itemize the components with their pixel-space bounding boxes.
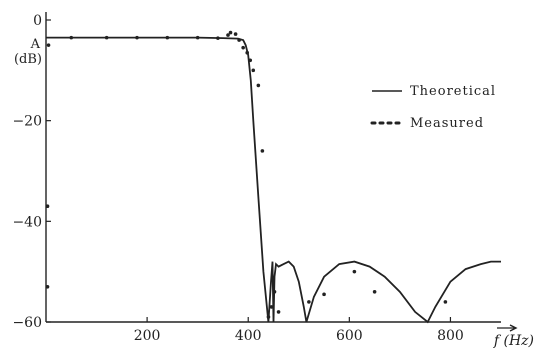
tick-marks (46, 19, 452, 323)
data-point-measured (307, 300, 311, 304)
data-point-measured (237, 38, 241, 42)
data-point-measured (165, 35, 170, 40)
data-point-measured (228, 30, 233, 35)
x-tick-label: 800 (437, 328, 464, 344)
data-point-measured (241, 45, 245, 50)
data-point-measured (269, 305, 274, 309)
data-point-measured (69, 35, 74, 40)
data-point-measured (245, 50, 250, 55)
x-tick-label: 200 (134, 328, 161, 344)
data-point-measured (226, 33, 230, 37)
data-point-measured (195, 35, 200, 40)
data-point-measured (443, 300, 448, 304)
y-axis-label-line2: (dB) (14, 52, 42, 67)
x-tick-label: 400 (235, 328, 262, 344)
data-point-measured (266, 315, 271, 319)
data-point-measured (45, 204, 50, 209)
legend-label-measured: Measured (410, 116, 484, 131)
legend-label-theoretical: Theoretical (410, 84, 496, 99)
data-point-measured (256, 83, 261, 88)
series-line-theoretical (46, 36, 501, 324)
data-point-measured (104, 35, 109, 40)
y-axis-label-line1: A (30, 37, 41, 52)
tick-labels: 0 −20 −40 −60 200 400 600 800 (12, 13, 463, 344)
data-point-measured (233, 32, 238, 36)
y-tick-label: −40 (12, 214, 42, 230)
y-tick-label: −20 (12, 114, 42, 130)
data-point-measured (248, 58, 253, 63)
data-point-measured (272, 290, 277, 294)
data-point-measured (260, 149, 265, 153)
y-tick-label: 0 (33, 13, 42, 29)
x-axis-arrow-head (509, 324, 518, 332)
data-point-measured (276, 310, 281, 314)
data-point-measured (352, 269, 357, 274)
data-point-measured (135, 35, 139, 40)
data-point-measured (216, 36, 220, 40)
x-tick-label: 600 (336, 328, 363, 344)
data-point-measured (322, 292, 326, 297)
legend: Theoretical Measured (370, 84, 496, 131)
data-point-measured (372, 290, 377, 294)
data-point-measured (251, 68, 256, 73)
series-points-measured (45, 30, 448, 319)
x-axis-label: f (Hz) (493, 333, 534, 349)
data-point-measured (45, 284, 50, 289)
data-point-measured (46, 43, 51, 47)
y-tick-label: −60 (12, 315, 42, 331)
